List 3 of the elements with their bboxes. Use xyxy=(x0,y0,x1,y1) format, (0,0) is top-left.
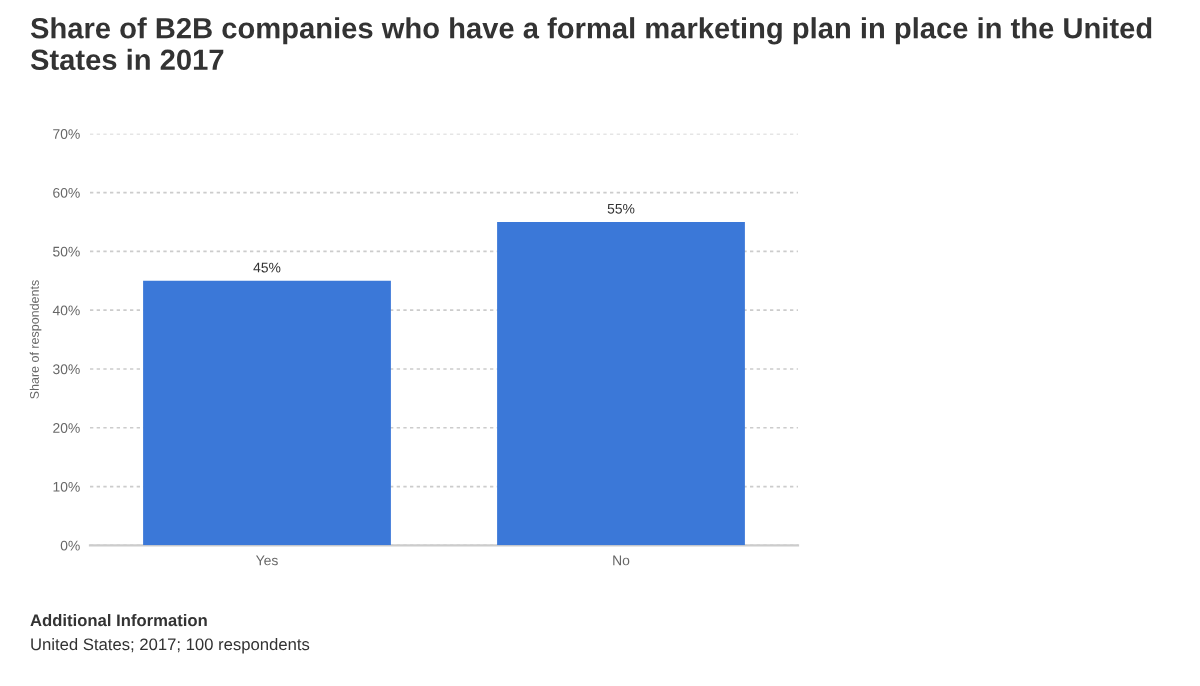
text: Additional Information xyxy=(30,613,207,627)
chart-title: Share of B2B companies who have a formal marketing plan in place in the United States in 2017 xyxy=(30,17,1152,71)
text: United States; 2017; 100 respondents xyxy=(31,637,310,654)
